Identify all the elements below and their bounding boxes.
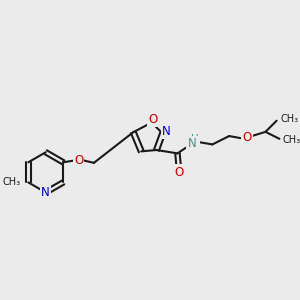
Text: N: N	[162, 125, 171, 138]
Text: CH₃: CH₃	[3, 180, 21, 190]
Text: N: N	[188, 137, 196, 150]
Text: CH₃: CH₃	[280, 114, 298, 124]
Text: O: O	[74, 154, 83, 166]
Text: H: H	[191, 134, 199, 144]
Text: O: O	[174, 166, 184, 178]
Text: CH₃: CH₃	[2, 177, 20, 188]
Text: CH₃: CH₃	[283, 135, 300, 145]
Text: O: O	[148, 113, 158, 126]
Text: O: O	[242, 131, 251, 144]
Text: N: N	[41, 186, 50, 199]
